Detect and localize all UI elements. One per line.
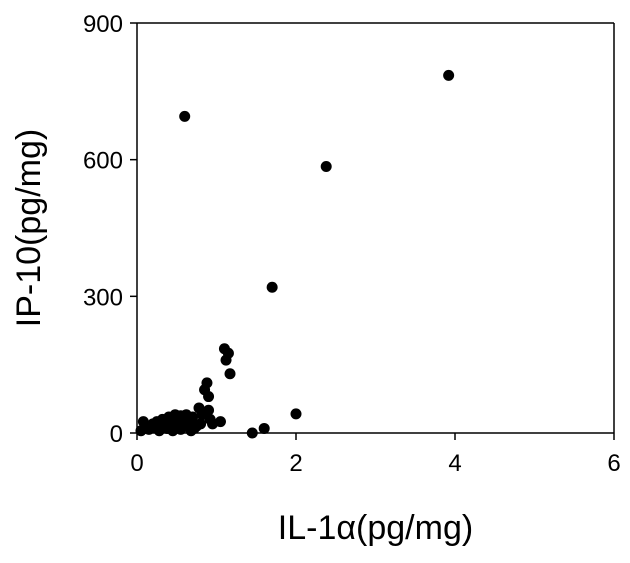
- data-point: [203, 391, 215, 403]
- data-point: [246, 427, 258, 439]
- x-tick-label: 4: [448, 450, 461, 477]
- x-tick-label: 2: [289, 450, 302, 477]
- y-tick-label: 300: [83, 284, 123, 311]
- data-point: [258, 422, 270, 434]
- data-point: [195, 418, 207, 430]
- data-point: [320, 161, 332, 172]
- data-point: [203, 404, 215, 416]
- plot-frame: [136, 22, 615, 434]
- data-point: [443, 69, 455, 81]
- x-tick-label: 6: [607, 450, 620, 477]
- data-point: [201, 377, 213, 389]
- data-point: [290, 408, 302, 420]
- data-point: [224, 368, 236, 380]
- y-axis-title: IP-10(pg/mg): [10, 129, 48, 327]
- data-point: [179, 110, 191, 122]
- data-point: [266, 281, 278, 293]
- data-point: [187, 411, 199, 423]
- data-point: [214, 416, 226, 428]
- data-point: [222, 347, 234, 359]
- x-tick-label: 0: [130, 450, 143, 477]
- y-tick-label: 0: [110, 421, 123, 448]
- x-axis-ticks: 0 2 4 6: [130, 433, 621, 477]
- x-axis-title: IL-1α(pg/mg): [278, 509, 473, 547]
- data-points: [135, 69, 455, 439]
- y-axis-ticks: 0 300 600 900: [83, 11, 137, 448]
- y-tick-label: 900: [83, 11, 123, 38]
- y-tick-label: 600: [83, 148, 123, 175]
